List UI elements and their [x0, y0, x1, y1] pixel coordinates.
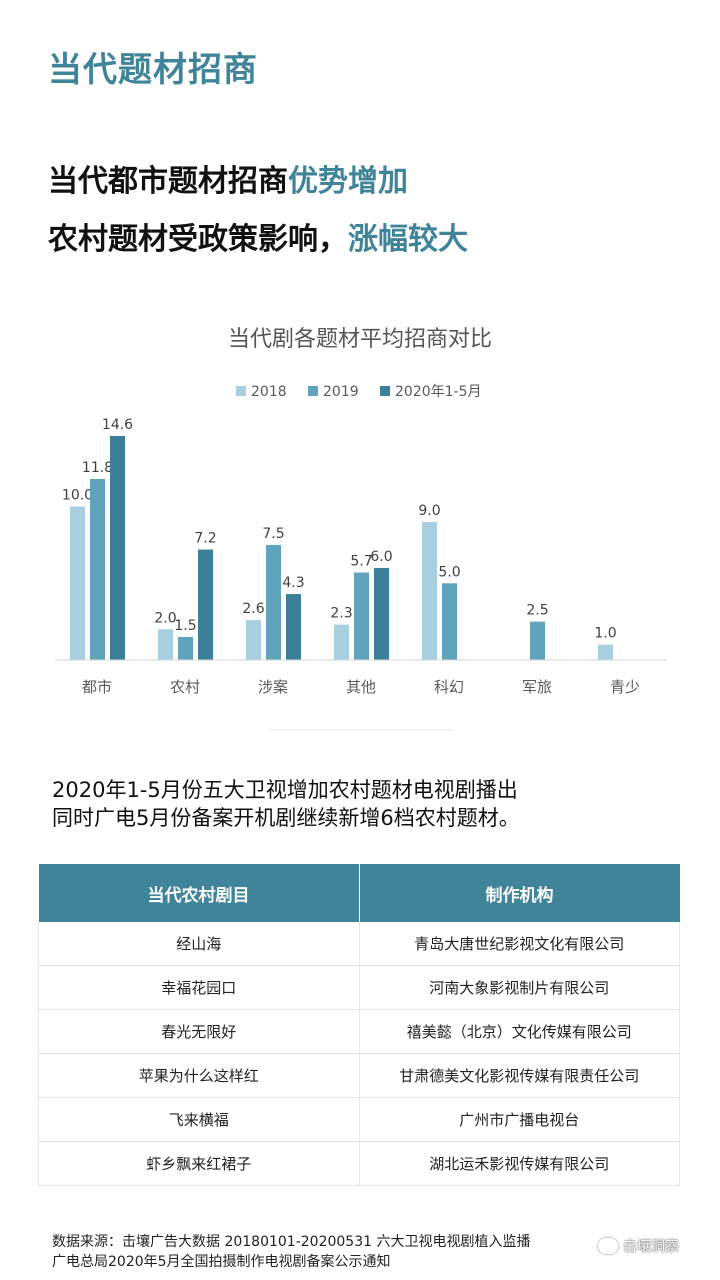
producer-cell: 青岛大唐世纪影视文化有限公司: [358, 922, 680, 966]
producer-cell: 广州市广播电视台: [358, 1097, 680, 1142]
table-row: 幸福花园口 河南大象影视制片有限公司: [38, 965, 680, 1010]
headline-line-1-highlight: 优势增加: [288, 164, 408, 199]
bar-chart: 当代剧各题材平均招商对比 2018 2019 2020年1-5月 10.011.81…: [55, 327, 667, 731]
bar-都市-2019: [90, 478, 105, 660]
chart-legend: 2018 2019 2020年1-5月: [236, 384, 482, 400]
policy-note: 2020年1-5月份五大卫视增加农村题材电视剧播出 同时广电5月份备案开机剧继续…: [52, 776, 520, 832]
headline-line-2-text: 农村题材受政策影响，: [48, 222, 348, 257]
value-label: 2.0: [154, 610, 176, 626]
bar-其他-2020年1-5月: [374, 567, 389, 660]
value-label: 6.0: [370, 549, 392, 565]
legend-label: 2020年1-5月: [395, 384, 482, 400]
value-label: 4.3: [282, 575, 304, 591]
legend-label: 2019: [323, 384, 359, 400]
bar-农村-2019: [178, 636, 193, 660]
bar-军旅-2019: [530, 621, 545, 660]
wechat-icon: [598, 1238, 618, 1254]
bar-其他-2019: [354, 572, 369, 660]
header-drama-title: 当代农村剧目: [38, 864, 359, 922]
value-label: 14.6: [102, 417, 133, 433]
table-header-row: 当代农村剧目 制作机构: [38, 864, 680, 922]
bar-涉案-2018: [246, 620, 261, 660]
bar-农村-2018: [158, 629, 173, 660]
drama-title-cell: 飞来横福: [38, 1097, 360, 1142]
value-label: 10.0: [62, 488, 93, 504]
value-label: 5.7: [350, 554, 372, 570]
value-label: 2.3: [330, 606, 352, 622]
drama-title-cell: 经山海: [38, 922, 360, 966]
table-row: 虾乡飘来红裙子 湖北运禾影视传媒有限公司: [38, 1141, 680, 1186]
table-row: 春光无限好 禧美懿（北京）文化传媒有限公司: [38, 1009, 680, 1054]
category-label: 科幻: [434, 678, 464, 696]
value-label: 5.0: [438, 564, 460, 580]
value-label: 1.0: [594, 626, 616, 642]
value-label: 7.5: [262, 526, 284, 542]
category-label: 涉案: [258, 678, 288, 696]
drama-title-cell: 春光无限好: [38, 1009, 360, 1054]
bar-都市-2018: [70, 506, 85, 660]
bar-科幻-2018: [422, 521, 437, 660]
category-label: 都市: [82, 678, 112, 696]
drama-title-cell: 苹果为什么这样红: [38, 1053, 360, 1098]
producer-cell: 禧美懿（北京）文化传媒有限公司: [358, 1009, 680, 1054]
legend-label: 2018: [251, 384, 287, 400]
category-label: 其他: [346, 678, 376, 696]
producer-cell: 湖北运禾影视传媒有限公司: [358, 1141, 680, 1186]
value-label: 7.2: [194, 531, 216, 547]
bar-涉案-2020年1-5月: [286, 594, 301, 660]
table-row: 经山海 青岛大唐世纪影视文化有限公司: [38, 922, 680, 966]
producer-cell: 甘肃德美文化影视传媒有限责任公司: [358, 1053, 680, 1098]
legend-swatch-2020年1-5月: [380, 386, 390, 396]
category-label: 青少: [610, 678, 640, 696]
table-row: 苹果为什么这样红 甘肃德美文化影视传媒有限责任公司: [38, 1053, 680, 1098]
legend-swatch-2019: [308, 386, 318, 396]
section-title: 当代题材招商: [48, 50, 258, 90]
bar-涉案-2019: [266, 544, 281, 660]
bar-青少-2018: [598, 644, 613, 660]
headline-line-1: 当代都市题材招商优势增加: [48, 156, 408, 200]
table-row: 飞来横福 广州市广播电视台: [38, 1097, 680, 1142]
chart-category-labels: 都市 农村 涉案 其他 科幻 军旅 青少: [82, 678, 640, 696]
legend-swatch-2018: [236, 386, 246, 396]
watermark-text: 击壤洞察: [623, 1239, 679, 1255]
drama-title-cell: 虾乡飘来红裙子: [38, 1141, 360, 1186]
drama-title-cell: 幸福花园口: [38, 965, 360, 1010]
value-label: 9.0: [418, 503, 440, 519]
policy-note-line-2: 同时广电5月份备案开机剧继续新增6档农村题材。: [52, 806, 520, 830]
data-source: 数据来源：击壤广告大数据 20180101-20200531 六大卫视电视剧植入…: [52, 1232, 530, 1272]
bar-其他-2018: [334, 624, 349, 660]
bar-科幻-2019: [442, 583, 457, 660]
policy-note-line-1: 2020年1-5月份五大卫视增加农村题材电视剧播出: [52, 778, 518, 802]
headline-line-1-text: 当代都市题材招商: [48, 164, 288, 199]
headline-line-2: 农村题材受政策影响，涨幅较大: [48, 214, 468, 258]
value-label: 2.5: [526, 603, 548, 619]
category-label: 军旅: [522, 678, 552, 696]
value-label: 2.6: [242, 601, 264, 617]
producer-cell: 河南大象影视制片有限公司: [358, 965, 680, 1010]
headline-line-2-highlight: 涨幅较大: [348, 222, 468, 257]
bar-都市-2020年1-5月: [110, 436, 125, 660]
rural-drama-table: 当代农村剧目 制作机构 经山海 青岛大唐世纪影视文化有限公司 幸福花园口 河南大…: [38, 864, 680, 1186]
bar-农村-2020年1-5月: [198, 549, 213, 660]
header-producer: 制作机构: [358, 864, 680, 922]
chart-bars: 10.0 11.8 14.6 2.01.5 7.2 2.6 7.5 4.3 2.3 5.76.0 9…: [62, 417, 617, 660]
data-source-line-2: 广电总局2020年5月全国拍摄制作电视剧备案公示通知: [52, 1254, 391, 1270]
value-label: 11.8: [82, 460, 113, 476]
value-label: 1.5: [174, 618, 196, 634]
category-label: 农村: [170, 678, 200, 696]
data-source-line-1: 数据来源：击壤广告大数据 20180101-20200531 六大卫视电视剧植入…: [52, 1234, 531, 1250]
watermark: 击壤洞察: [598, 1236, 679, 1256]
chart-title: 当代剧各题材平均招商对比: [228, 327, 492, 352]
